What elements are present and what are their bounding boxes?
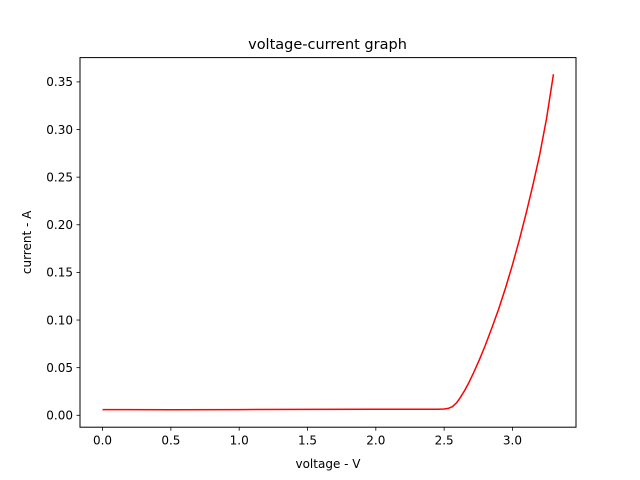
y-axis-label: current - A bbox=[20, 210, 34, 274]
plot-area bbox=[102, 74, 555, 411]
series-line-0 bbox=[102, 74, 555, 411]
x-tick-label: 2.0 bbox=[366, 434, 385, 448]
plot-frame bbox=[79, 57, 577, 428]
x-tick-label: 1.5 bbox=[298, 434, 317, 448]
y-tick-label: 0.05 bbox=[46, 361, 73, 375]
y-tick-label: 0.20 bbox=[46, 218, 73, 232]
x-tick-label: 2.5 bbox=[435, 434, 454, 448]
y-tick-label: 0.10 bbox=[46, 313, 73, 327]
y-tick-label: 0.30 bbox=[46, 123, 73, 137]
y-tick-label: 0.25 bbox=[46, 170, 73, 184]
y-axis: 0.00 0.05 0.10 0.15 0.20 0.25 0.30 0.35 bbox=[46, 75, 80, 423]
x-axis-label: voltage - V bbox=[295, 457, 361, 471]
x-tick-label: 0.5 bbox=[161, 434, 180, 448]
chart-title: voltage-current graph bbox=[248, 37, 407, 53]
y-tick-label: 0.15 bbox=[46, 266, 73, 280]
y-tick-label: 0.35 bbox=[46, 75, 73, 89]
x-tick-label: 3.0 bbox=[503, 434, 522, 448]
y-tick-label: 0.00 bbox=[46, 409, 73, 423]
x-axis: 0.0 0.5 1.0 1.5 2.0 2.5 3.0 bbox=[93, 427, 522, 448]
x-tick-label: 1.0 bbox=[230, 434, 249, 448]
x-tick-label: 0.0 bbox=[93, 434, 112, 448]
